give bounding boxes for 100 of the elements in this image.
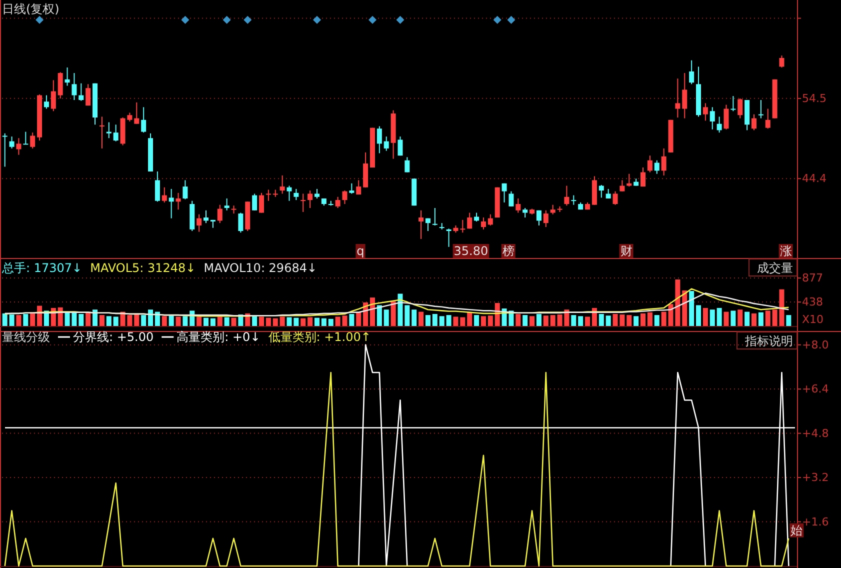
bar [217, 316, 222, 326]
bar [141, 315, 146, 326]
bar [412, 310, 417, 326]
candlestick [106, 122, 112, 139]
candlestick [661, 148, 666, 176]
bar [272, 318, 278, 326]
y-tick-label: +3.2 [802, 471, 829, 484]
candlestick [620, 180, 625, 192]
candlestick [404, 156, 410, 173]
bar [328, 318, 334, 326]
candlestick [488, 214, 493, 226]
bar [376, 305, 382, 326]
bar [321, 318, 326, 326]
bar [654, 315, 660, 326]
bar [744, 312, 750, 326]
candlestick [516, 198, 521, 214]
bar [266, 318, 271, 326]
candlestick [259, 192, 264, 214]
candlestick [689, 60, 694, 85]
bar [286, 317, 292, 326]
annotation: 成交量 [757, 261, 793, 275]
bar [446, 315, 452, 326]
candlestick [675, 78, 680, 118]
bar [751, 313, 756, 326]
candlestick [398, 136, 403, 156]
candlestick [300, 193, 306, 212]
candlestick [294, 188, 299, 201]
line-series [4, 292, 790, 316]
candlestick [196, 214, 202, 232]
candlestick [765, 108, 770, 130]
candlestick [550, 204, 556, 215]
bar [439, 316, 444, 326]
bar [543, 316, 548, 326]
candlestick [134, 102, 140, 124]
candlestick [356, 180, 362, 195]
candlestick [252, 193, 258, 211]
text: 财 [620, 244, 632, 258]
candlestick [141, 106, 146, 134]
y-tick-label: +8.0 [802, 338, 829, 352]
candlestick [418, 210, 424, 240]
y-tick-label: 54.5 [802, 92, 826, 105]
candlestick [606, 188, 611, 199]
bar [585, 316, 590, 326]
bar [154, 312, 160, 326]
y-axis-title: X10 [802, 313, 824, 326]
y-tick-label: +1.6 [802, 515, 829, 528]
y-tick-label: +6.4 [802, 382, 829, 396]
bar [404, 305, 410, 326]
bar [300, 318, 306, 326]
candlestick [335, 196, 340, 208]
bar [314, 318, 320, 326]
bar [578, 316, 584, 326]
candlestick [758, 100, 764, 119]
bar [474, 315, 480, 326]
bar [134, 314, 140, 326]
candlestick [30, 132, 36, 149]
bar [2, 313, 8, 326]
candlestick [598, 184, 604, 198]
candlestick [217, 204, 222, 224]
bar [231, 318, 236, 326]
bar [702, 308, 708, 326]
candlestick [349, 182, 354, 194]
candlestick [272, 189, 278, 198]
candlestick [612, 190, 618, 206]
bar [480, 316, 486, 326]
candlestick [154, 170, 160, 202]
candlestick [176, 192, 181, 210]
bar [224, 317, 230, 326]
bar [168, 316, 174, 326]
candlestick [640, 167, 646, 188]
text: 低量类别: +1.00↑ [268, 330, 371, 344]
bar [210, 318, 216, 326]
candlestick [182, 180, 188, 200]
candlestick [502, 182, 507, 203]
bar [696, 305, 701, 326]
candlestick [460, 219, 466, 234]
bar [78, 314, 84, 326]
candlestick [716, 116, 722, 134]
bar [730, 310, 736, 326]
candlestick [113, 124, 118, 142]
bar [738, 310, 743, 326]
candlestick [286, 185, 292, 202]
candlestick [72, 72, 77, 101]
candlestick [314, 188, 320, 199]
candlestick [376, 126, 382, 154]
bar [398, 294, 403, 326]
bar [598, 314, 604, 326]
bar [16, 315, 22, 326]
candlestick [204, 210, 209, 224]
candlestick [50, 80, 56, 112]
candlestick [730, 96, 736, 112]
candlestick [522, 207, 528, 218]
legend-label: 分界线: +5.00 [73, 330, 154, 344]
bar [626, 315, 632, 326]
bar [113, 316, 118, 326]
bar [86, 312, 91, 326]
data-label: 始 [790, 523, 803, 538]
bar [786, 315, 792, 326]
bar [349, 314, 354, 326]
bar [530, 316, 535, 326]
